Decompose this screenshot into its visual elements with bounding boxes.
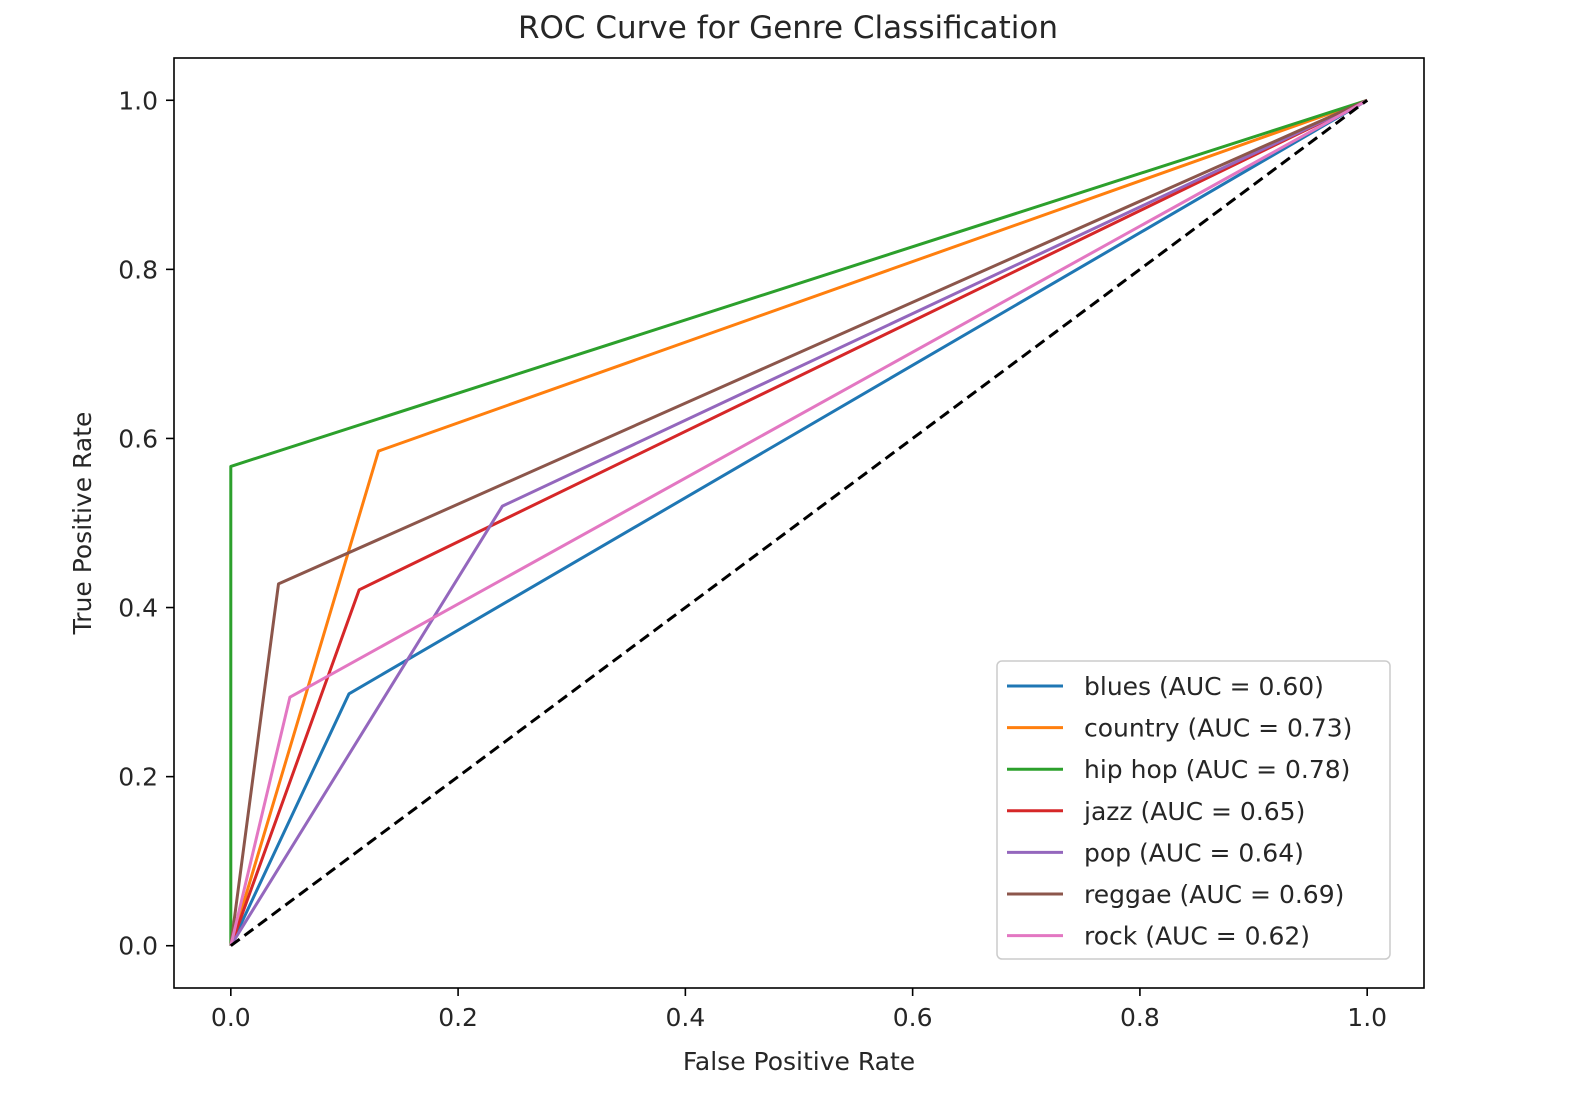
legend-label: blues (AUC = 0.60) bbox=[1084, 672, 1324, 701]
x-axis: 0.0 0.2 0.4 0.6 0.8 1.0 bbox=[211, 988, 1387, 1032]
y-axis-label: True Positive Rate bbox=[68, 412, 97, 636]
x-tick-label: 0.0 bbox=[211, 1003, 251, 1032]
y-tick-label: 0.4 bbox=[118, 594, 158, 623]
y-axis: 0.0 0.2 0.4 0.6 0.8 1.0 bbox=[118, 86, 174, 961]
legend-label: jazz (AUC = 0.65) bbox=[1083, 797, 1305, 826]
y-tick-label: 0.8 bbox=[118, 255, 158, 284]
series-line-4 bbox=[229, 98, 1368, 947]
legend-label: rock (AUC = 0.62) bbox=[1084, 922, 1310, 951]
x-tick-label: 0.8 bbox=[1120, 1003, 1160, 1032]
x-tick-label: 0.2 bbox=[438, 1003, 478, 1032]
plot-lines bbox=[229, 98, 1369, 947]
legend-label: country (AUC = 0.73) bbox=[1084, 714, 1352, 743]
y-tick-label: 1.0 bbox=[118, 86, 158, 115]
series-line-6 bbox=[229, 98, 1368, 947]
series-line-3 bbox=[229, 98, 1368, 947]
legend-box bbox=[996, 660, 1391, 960]
series-line-1 bbox=[229, 98, 1368, 947]
legend-label: hip hop (AUC = 0.78) bbox=[1084, 755, 1350, 784]
legend-label: pop (AUC = 0.64) bbox=[1084, 838, 1304, 867]
x-tick-label: 0.4 bbox=[665, 1003, 705, 1032]
x-axis-label: False Positive Rate bbox=[683, 1047, 915, 1076]
chart-title: ROC Curve for Genre Classification bbox=[518, 10, 1058, 46]
y-tick-label: 0.0 bbox=[118, 932, 158, 961]
series-line-2 bbox=[229, 98, 1368, 946]
legend: blues (AUC = 0.60) country (AUC = 0.73) hi… bbox=[996, 660, 1391, 960]
legend-label: reggae (AUC = 0.69) bbox=[1084, 880, 1344, 909]
x-tick-label: 0.6 bbox=[893, 1003, 933, 1032]
y-tick-label: 0.6 bbox=[118, 424, 158, 453]
reference-diagonal-line bbox=[229, 99, 1369, 947]
y-tick-label: 0.2 bbox=[118, 763, 158, 792]
x-tick-label: 1.0 bbox=[1347, 1003, 1387, 1032]
plot-frame bbox=[173, 57, 1425, 989]
series-line-0 bbox=[229, 99, 1368, 947]
series-line-5 bbox=[229, 98, 1368, 946]
